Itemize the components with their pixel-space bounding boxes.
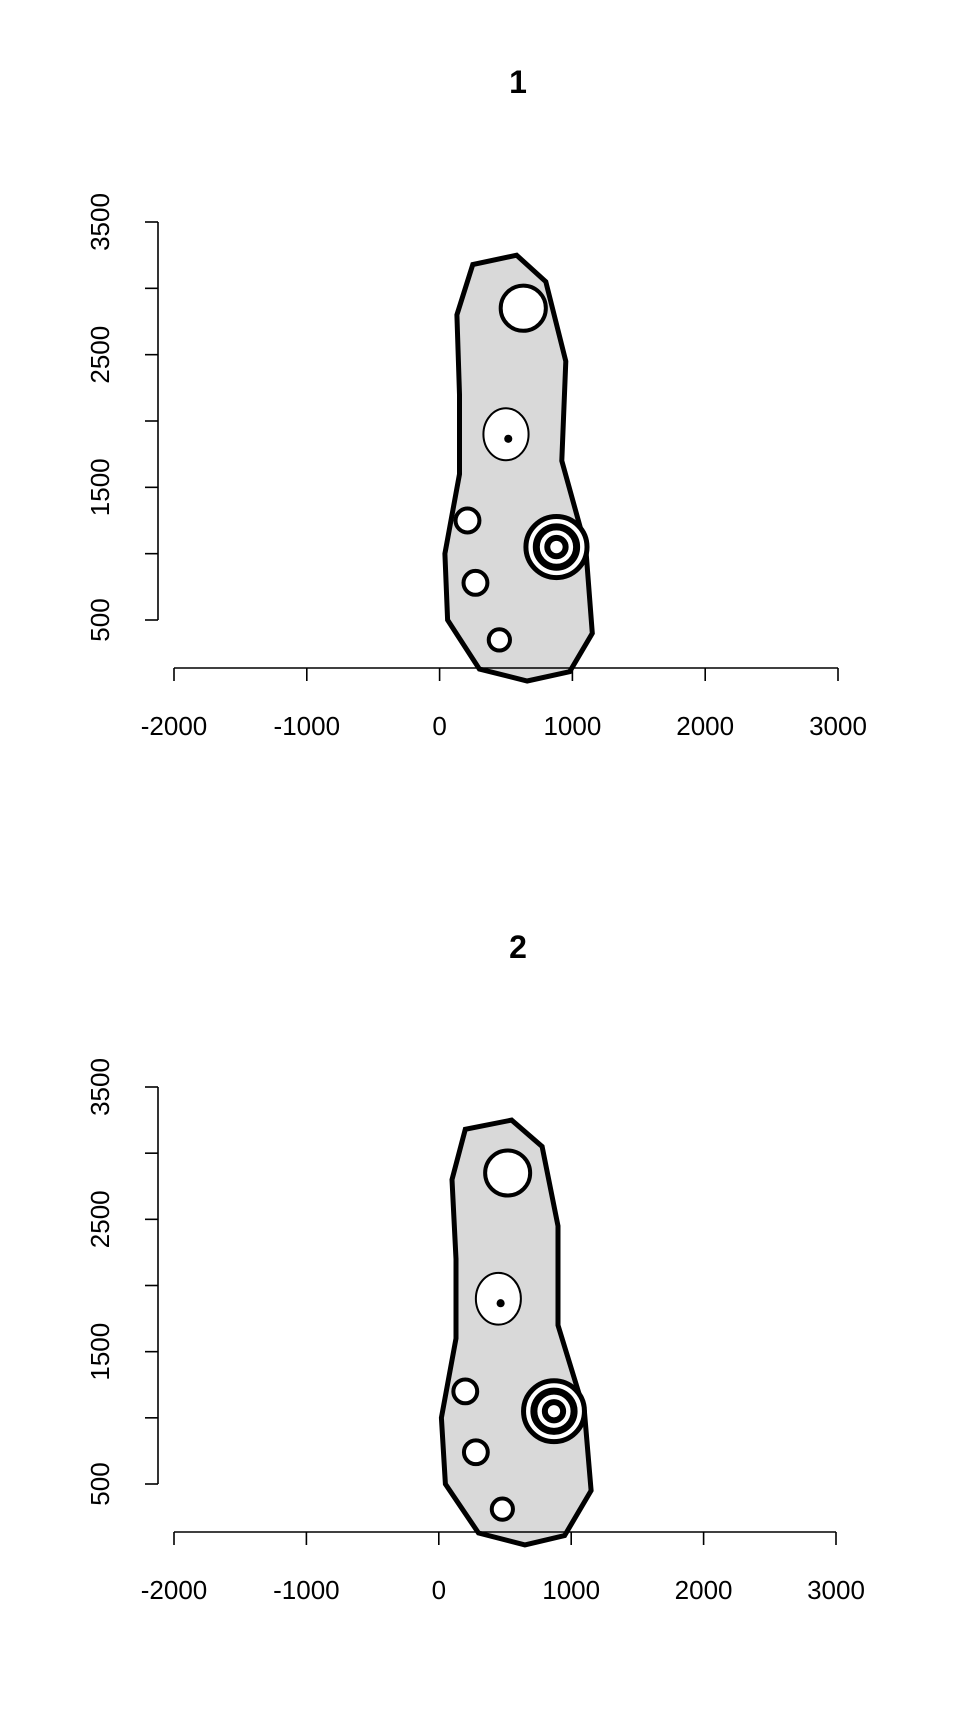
x-axis: -2000 -1000 0 1000 2000 3000	[141, 1531, 865, 1605]
sole-logo-patch	[474, 1271, 522, 1326]
sole-logo-mark	[496, 1299, 505, 1308]
x-tick-label: 3000	[807, 1575, 865, 1605]
sole-circle-mark	[498, 283, 548, 333]
y-tick-label: 2500	[85, 1190, 115, 1248]
sole-circle-mark	[453, 506, 482, 535]
x-tick-label: 2000	[676, 711, 734, 741]
x-tick-label: 1000	[543, 711, 601, 741]
sole-target-ring-inner	[541, 1399, 567, 1424]
y-tick-label: 500	[85, 1462, 115, 1505]
sole-circle-mark	[451, 1377, 480, 1406]
x-tick-label: 0	[432, 1575, 446, 1605]
chart-panel-1: 1 -2000 -1000 0 1000 2000 3000 500 1500 2500 3500	[85, 64, 867, 741]
y-tick-label: 1500	[85, 458, 115, 516]
y-tick-label: 1500	[85, 1323, 115, 1381]
x-tick-label: -2000	[141, 711, 208, 741]
sole-logo-mark	[504, 434, 513, 443]
sole-outline-edge	[438, 1117, 594, 1548]
x-tick-label: -1000	[274, 711, 341, 741]
x-tick-label: -1000	[273, 1575, 340, 1605]
x-axis: -2000 -1000 0 1000 2000 3000	[141, 667, 867, 741]
x-tick-label: 1000	[542, 1575, 600, 1605]
sole-circle-mark	[486, 627, 512, 653]
sole-target-ring-inner	[544, 534, 569, 560]
y-tick-label: 3500	[85, 1058, 115, 1116]
shoe-sole-print	[442, 252, 595, 684]
x-tick-label: -2000	[141, 1575, 208, 1605]
shoe-sole-print	[438, 1117, 594, 1548]
x-tick-label: 3000	[809, 711, 867, 741]
sole-circle-mark	[489, 1496, 515, 1522]
y-tick-label: 3500	[85, 193, 115, 251]
sole-circle-mark	[461, 1438, 490, 1467]
chart-panel-2: 2 -2000 -1000 0 1000 2000 3000 500 1500 2500 3500	[85, 929, 865, 1605]
sole-logo-patch	[482, 407, 530, 462]
x-tick-label: 0	[432, 711, 446, 741]
y-tick-label: 2500	[85, 326, 115, 384]
sole-target-ring-middle	[532, 523, 581, 571]
sole-circle-mark	[483, 1148, 533, 1198]
y-axis: 500 1500 2500 3500	[85, 1058, 159, 1506]
sole-outline-edge	[442, 252, 595, 684]
y-tick-label: 500	[85, 598, 115, 641]
chart-title: 2	[509, 929, 527, 965]
sole-circle-mark	[461, 568, 490, 597]
sole-target-ring-middle	[530, 1387, 578, 1435]
chart-title: 1	[509, 64, 527, 100]
y-axis: 500 1500 2500 3500	[85, 193, 159, 642]
x-tick-label: 2000	[675, 1575, 733, 1605]
